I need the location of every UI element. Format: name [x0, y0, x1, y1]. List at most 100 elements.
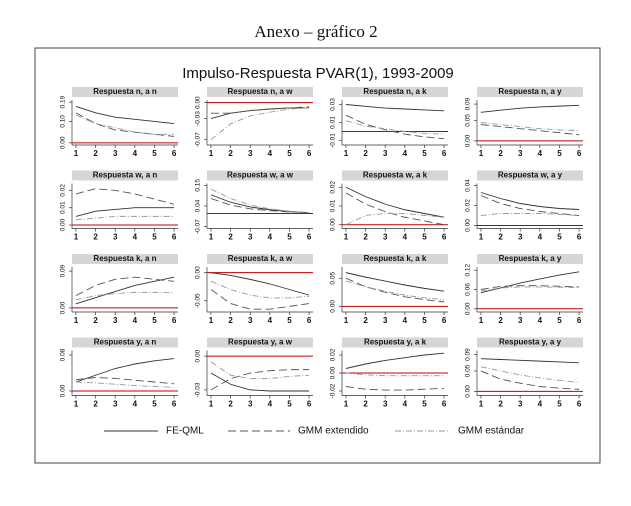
series-line: [345, 114, 445, 140]
x-tick-label: 2: [93, 400, 98, 409]
x-tick-label: 6: [442, 316, 447, 325]
panel-title: Respuesta n, a k: [363, 87, 427, 96]
x-tick-label: 4: [133, 316, 138, 325]
x-tick-label: 1: [209, 149, 214, 158]
y-tick-label: 0.00: [465, 385, 472, 398]
x-tick-label: 4: [403, 233, 408, 242]
x-tick-label: 2: [498, 149, 503, 158]
series-line: [480, 192, 580, 210]
x-tick-label: 5: [422, 149, 427, 158]
x-tick-label: 1: [479, 149, 484, 158]
y-tick-label: 0.02: [330, 181, 337, 194]
series-line: [75, 276, 175, 297]
panel-header: [342, 254, 448, 264]
series-line: [345, 104, 445, 112]
series-line: [210, 372, 310, 392]
x-tick-label: 5: [287, 149, 292, 158]
panel-header: [72, 87, 178, 97]
y-tick-label: 0.02: [465, 199, 472, 212]
y-tick-label: -0.03: [195, 382, 202, 397]
x-tick-label: 2: [363, 149, 368, 158]
y-tick-label: -0.03: [195, 111, 202, 126]
y-tick-label: 0.06: [465, 283, 472, 296]
panel-title: Respuesta n, a w: [228, 87, 294, 96]
x-tick-label: 4: [538, 400, 543, 409]
series-line: [480, 104, 580, 113]
x-tick-label: 3: [248, 316, 253, 325]
x-tick-label: 6: [442, 400, 447, 409]
y-tick-label: 0.12: [465, 264, 472, 277]
series-line: [210, 272, 310, 296]
series-line: [210, 361, 310, 380]
x-tick-label: 6: [307, 400, 312, 409]
y-tick-label: 0.00: [330, 300, 337, 313]
x-tick-label: 5: [152, 149, 157, 158]
y-tick-label: 0.00: [195, 349, 202, 362]
y-tick-label: 0.00: [60, 301, 67, 314]
x-tick-label: 6: [307, 233, 312, 242]
panel-header: [342, 337, 448, 348]
y-tick-label: 0.01: [330, 199, 337, 212]
panel-header: [342, 170, 448, 181]
series-line: [210, 198, 310, 214]
x-tick-label: 6: [577, 316, 582, 325]
x-tick-label: 1: [479, 316, 484, 325]
y-tick-label: 0.05: [330, 272, 337, 285]
x-tick-label: 6: [442, 149, 447, 158]
x-tick-label: 6: [577, 233, 582, 242]
series-line: [345, 192, 445, 226]
series-line: [345, 386, 445, 391]
x-tick-label: 2: [93, 316, 98, 325]
x-tick-label: 1: [74, 233, 79, 242]
panel-title: Respuesta k, a y: [499, 254, 562, 263]
series-line: [480, 213, 580, 216]
series-line: [75, 207, 175, 217]
panel-title: Respuesta k, a k: [364, 254, 427, 263]
y-tick-label: 0.00: [465, 302, 472, 315]
y-tick-label: 0.00: [465, 134, 472, 147]
x-tick-label: 3: [113, 233, 118, 242]
y-tick-label: 0.00: [330, 366, 337, 379]
panel-title: Respuesta y, a y: [499, 338, 562, 347]
x-tick-label: 1: [74, 149, 79, 158]
x-tick-label: 4: [268, 316, 273, 325]
y-tick-label: 0.01: [60, 201, 67, 214]
y-tick-label: 0.00: [195, 266, 202, 279]
x-tick-label: 2: [498, 316, 503, 325]
y-tick-label: 0.00: [60, 218, 67, 231]
series-line: [345, 272, 445, 292]
x-tick-label: 3: [383, 149, 388, 158]
y-tick-label: 0.04: [195, 199, 202, 212]
x-tick-label: 6: [307, 316, 312, 325]
series-line: [75, 291, 175, 301]
legend-label: FE-QML: [166, 426, 204, 437]
series-line: [75, 215, 175, 221]
panel-header: [72, 170, 178, 181]
series-line: [480, 124, 580, 136]
x-tick-label: 5: [422, 316, 427, 325]
series-line: [210, 369, 310, 391]
x-tick-label: 2: [93, 233, 98, 242]
x-tick-label: 5: [557, 316, 562, 325]
x-tick-label: 1: [479, 400, 484, 409]
y-tick-label: 0.02: [330, 348, 337, 361]
x-tick-label: 5: [152, 400, 157, 409]
x-tick-label: 4: [538, 149, 543, 158]
x-tick-label: 1: [74, 400, 79, 409]
x-tick-label: 6: [577, 400, 582, 409]
x-tick-label: 2: [363, 316, 368, 325]
x-tick-label: 1: [479, 233, 484, 242]
panel-title: Respuesta k, a w: [228, 254, 293, 263]
series-line: [480, 195, 580, 216]
series-line: [345, 280, 445, 301]
y-tick-label: 0.00: [60, 384, 67, 397]
panel-title: Respuesta n, a n: [93, 87, 157, 96]
panel-header: [207, 87, 313, 97]
x-tick-label: 5: [422, 400, 427, 409]
series-line: [480, 358, 580, 364]
x-tick-label: 4: [268, 149, 273, 158]
x-tick-label: 5: [287, 400, 292, 409]
series-line: [480, 370, 580, 390]
x-tick-label: 5: [557, 233, 562, 242]
x-tick-label: 1: [344, 400, 349, 409]
